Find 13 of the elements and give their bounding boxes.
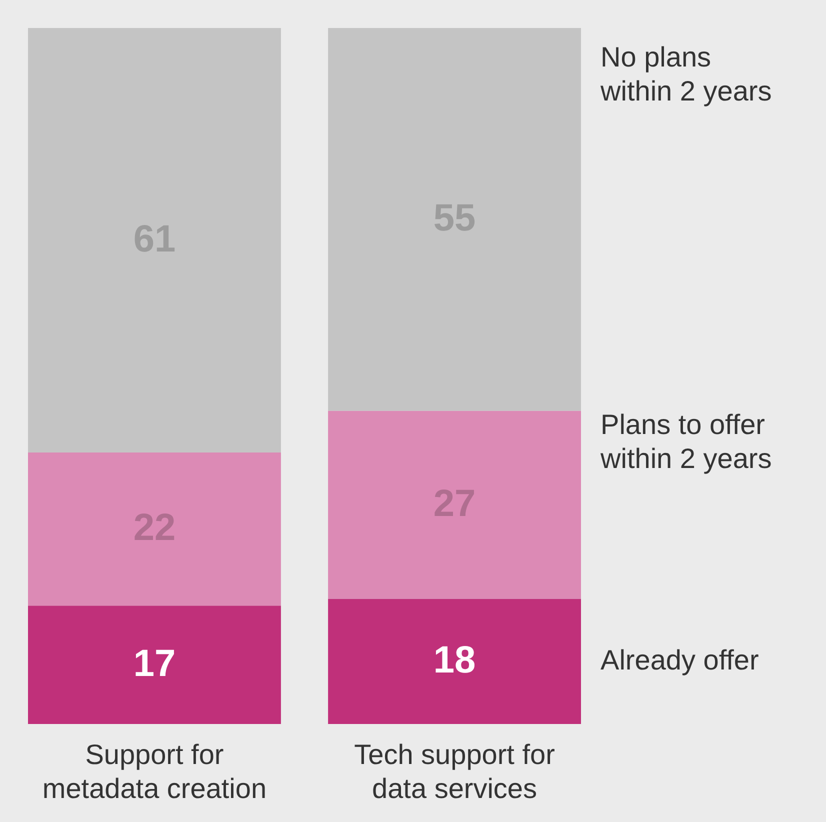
bar [28,606,281,724]
x-tick-label: Support for metadata creation [42,739,267,804]
bar [28,28,281,453]
bar [328,598,581,724]
data-label: 18 [433,639,476,682]
series-label: No plans within 2 years [600,42,772,107]
series-label: Already offer [600,644,759,676]
series-label: Plans to offer within 2 years [600,408,772,474]
x-tick-label: Tech support for data services [354,739,555,804]
data-label: 17 [133,642,176,685]
bar [328,410,581,599]
bar [28,452,281,606]
bar [328,28,581,411]
